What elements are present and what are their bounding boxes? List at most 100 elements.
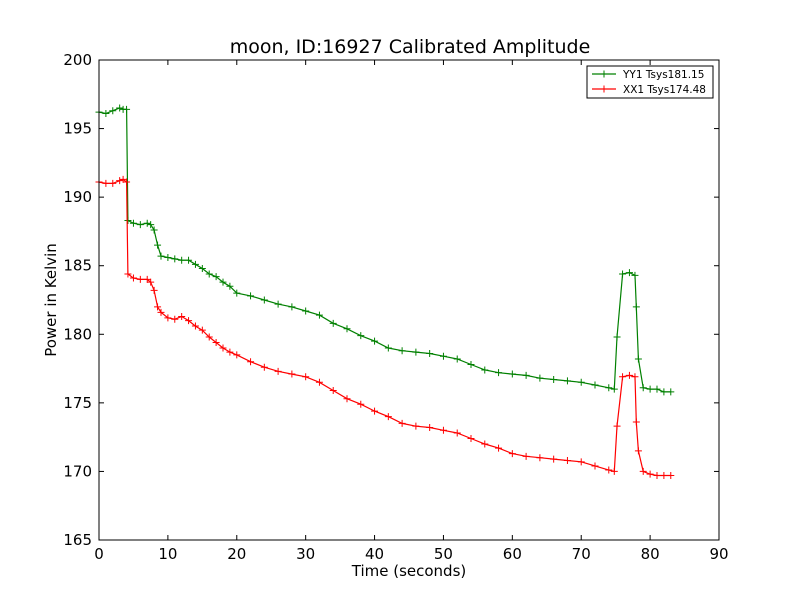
data-point — [247, 358, 255, 366]
axes: 0 10 20 30 40 50 60 70 80 90 165 170 175 180 185 190 195… — [63, 51, 728, 563]
data-point — [563, 456, 571, 464]
data-point — [591, 381, 599, 389]
data-point — [143, 219, 151, 227]
data-point — [536, 374, 544, 382]
data-point — [147, 221, 155, 229]
data-point — [467, 360, 475, 368]
data-point — [164, 314, 172, 322]
legend-marker — [600, 70, 608, 78]
data-point — [136, 275, 144, 283]
data-point — [632, 303, 640, 311]
data-point — [426, 424, 434, 432]
data-point — [634, 355, 642, 363]
data-point — [605, 384, 613, 392]
data-point — [191, 260, 199, 268]
data-point — [116, 177, 124, 185]
data-point — [171, 315, 179, 323]
y-tick-label: 180 — [63, 325, 92, 343]
data-point — [371, 407, 379, 415]
legend-marker — [600, 85, 608, 93]
data-point — [631, 271, 639, 279]
data-point — [357, 400, 365, 408]
data-point — [136, 221, 144, 229]
data-point — [129, 219, 137, 227]
y-tick-label: 165 — [63, 531, 92, 549]
y-tick-label: 195 — [63, 120, 92, 138]
data-point — [205, 333, 213, 341]
data-point — [116, 104, 124, 112]
data-point — [605, 466, 613, 474]
data-point — [288, 303, 296, 311]
data-point — [329, 319, 337, 327]
data-point — [384, 413, 392, 421]
data-point — [178, 256, 186, 264]
chart-title: moon, ID:16927 Calibrated Amplitude — [230, 36, 591, 58]
data-point — [154, 241, 162, 249]
x-tick-label: 40 — [365, 545, 384, 563]
y-tick-label: 190 — [63, 188, 92, 206]
data-point — [260, 296, 268, 304]
legend-label: YY1 Tsys181.15 — [622, 69, 704, 81]
data-point — [274, 300, 282, 308]
data-point — [398, 347, 406, 355]
data-point — [302, 307, 310, 315]
data-point — [233, 351, 241, 359]
data-point — [357, 332, 365, 340]
data-point — [619, 373, 627, 381]
data-point — [124, 216, 132, 224]
data-point — [315, 311, 323, 319]
data-point — [233, 289, 241, 297]
data-point — [343, 325, 351, 333]
y-tick-label: 185 — [63, 257, 92, 275]
data-point — [164, 253, 172, 261]
series-line — [98, 178, 671, 477]
data-point — [625, 269, 633, 277]
data-point — [198, 326, 206, 334]
data-point — [212, 273, 220, 281]
x-tick-label: 90 — [709, 545, 728, 563]
data-point — [260, 363, 268, 371]
data-point — [212, 339, 220, 347]
data-point — [613, 333, 621, 341]
data-point — [481, 366, 489, 374]
data-point — [634, 447, 642, 455]
data-point — [102, 179, 110, 187]
data-point — [205, 270, 213, 278]
data-point — [315, 378, 323, 386]
data-point — [150, 226, 158, 234]
data-point — [147, 278, 155, 286]
legend: YY1 Tsys181.15 XX1 Tsys174.48 — [586, 65, 714, 99]
data-point — [371, 337, 379, 345]
data-point — [453, 355, 461, 363]
data-point — [481, 440, 489, 448]
data-point — [577, 378, 585, 386]
data-point — [508, 370, 516, 378]
series-1 — [95, 175, 675, 480]
series-0 — [95, 104, 675, 396]
x-tick-label: 30 — [296, 545, 315, 563]
data-point — [563, 377, 571, 385]
data-point — [191, 322, 199, 330]
x-tick-label: 80 — [641, 545, 660, 563]
data-point — [426, 349, 434, 357]
data-point — [660, 472, 668, 480]
data-point — [171, 255, 179, 263]
data-point — [632, 418, 640, 426]
data-point — [329, 387, 337, 395]
data-point — [198, 264, 206, 272]
x-axis-label: Time (seconds) — [351, 562, 467, 580]
data-point — [653, 472, 661, 480]
x-tick-label: 20 — [227, 545, 246, 563]
y-tick-label: 175 — [63, 394, 92, 412]
data-point — [302, 373, 310, 381]
y-tick-label: 170 — [63, 462, 92, 480]
x-tick-label: 50 — [434, 545, 453, 563]
data-point — [613, 422, 621, 430]
legend-item: XX1 Tsys174.48 — [592, 84, 706, 96]
data-point — [124, 270, 132, 278]
data-point — [625, 371, 633, 379]
data-point — [495, 444, 503, 452]
data-point — [274, 367, 282, 375]
data-point — [412, 348, 420, 356]
